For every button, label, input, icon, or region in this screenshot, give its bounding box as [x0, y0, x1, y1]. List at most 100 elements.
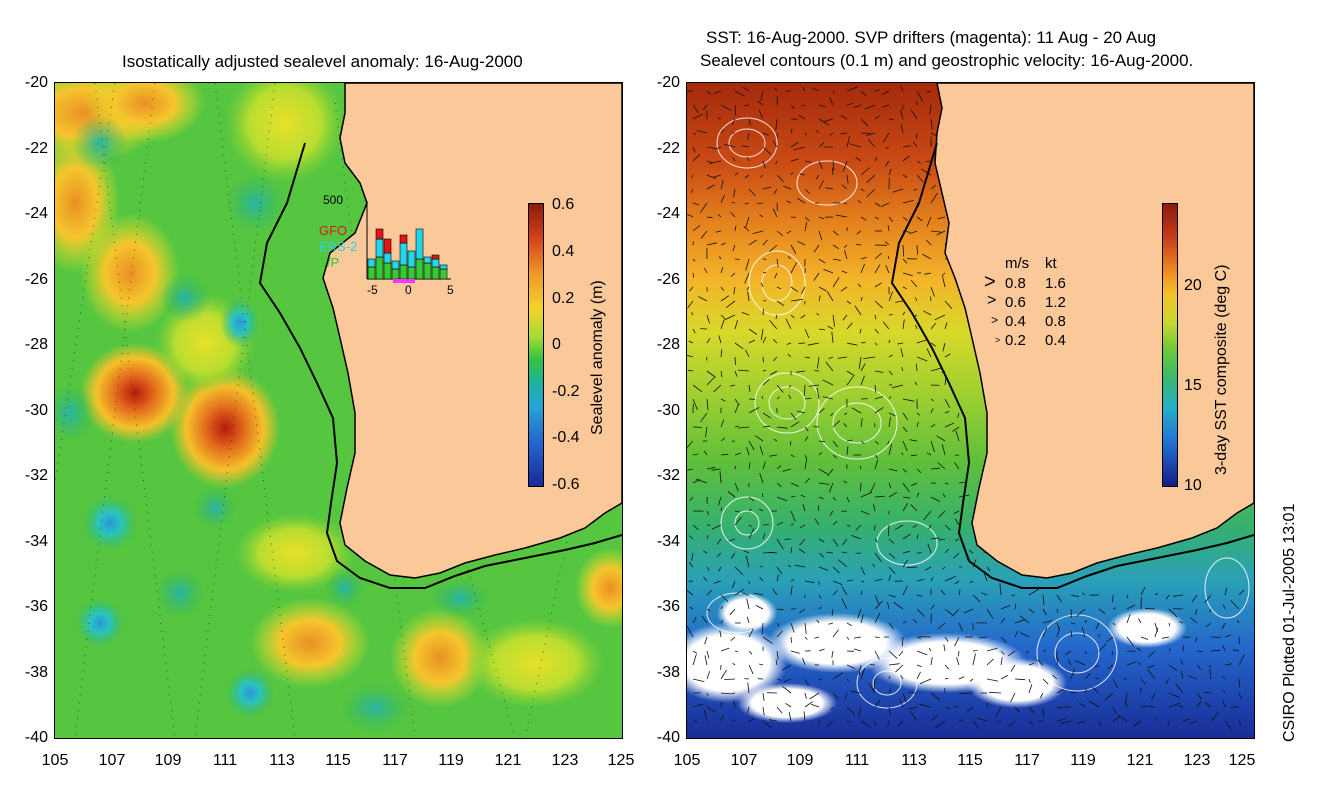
velocity-arrow — [1056, 657, 1059, 666]
velocity-arrow — [1221, 622, 1226, 630]
velocity-arrow — [892, 188, 904, 193]
velocity-arrow — [874, 538, 879, 543]
histogram-bar — [375, 228, 384, 240]
velocity-arrow — [874, 406, 884, 414]
velocity-arrow — [888, 396, 892, 400]
velocity-arrow — [1238, 636, 1240, 645]
velocity-arrow — [887, 440, 890, 445]
velocity-arrow — [734, 465, 737, 470]
sealevel-anomaly-map[interactable]: 500 GFO ERS-2 T/P -5 0 5 0.6 0.4 0.2 0 -… — [54, 82, 623, 739]
velocity-arrow — [1238, 692, 1242, 699]
velocity-arrow — [827, 468, 834, 477]
velocity-arrow — [692, 524, 699, 530]
velocity-arrow — [1196, 650, 1203, 652]
velocity-arrow — [859, 328, 862, 334]
velocity-arrow — [910, 280, 918, 288]
velocity-arrow — [969, 678, 974, 682]
australia-landmass[interactable] — [322, 83, 622, 579]
velocity-arrow — [711, 468, 722, 471]
histogram-bar — [367, 258, 376, 268]
velocity-arrow — [829, 482, 834, 493]
velocity-arrow — [746, 447, 750, 456]
credit-text: CSIRO Plotted 01-Jul-2005 13:01 — [1281, 503, 1298, 742]
velocity-arrow — [746, 616, 750, 624]
velocity-arrow — [774, 87, 778, 92]
velocity-arrow — [902, 155, 910, 162]
velocity-arrow — [957, 412, 960, 418]
velocity-arrow — [776, 678, 782, 681]
x-axis-tick: 123 — [1183, 752, 1211, 769]
velocity-arrow — [748, 118, 751, 126]
velocity-arrow — [888, 314, 893, 316]
velocity-arrow — [832, 314, 835, 327]
velocity-arrow — [790, 262, 797, 274]
sst-map[interactable]: m/s kt > 0.8 1.6 > 0.6 1.2 > 0.4 0.8 > 0… — [686, 82, 1255, 739]
velocity-arrow — [1190, 617, 1198, 624]
histogram-ymax-label: 500 — [323, 193, 344, 207]
velocity-arrow — [846, 524, 851, 527]
velocity-arrow — [753, 592, 764, 596]
velocity-arrow — [804, 454, 807, 459]
velocity-arrow — [744, 202, 750, 205]
velocity-arrow — [930, 398, 934, 402]
velocity-arrow — [731, 552, 736, 559]
velocity-arrow — [966, 706, 974, 712]
velocity-arrow — [860, 580, 865, 583]
velocity-arrow — [1140, 587, 1146, 596]
velocity-arrow — [706, 242, 718, 246]
velocity-arrow — [769, 244, 778, 253]
observation-histogram: 500 GFO ERS-2 T/P -5 0 5 — [311, 193, 461, 297]
velocity-arrow — [919, 678, 932, 684]
velocity-arrow — [860, 590, 863, 596]
histogram-bar — [423, 262, 432, 280]
velocity-arrow — [828, 96, 834, 106]
histogram-svg — [366, 201, 451, 283]
velocity-arrow — [1126, 614, 1131, 624]
continental-shelf-line — [258, 142, 622, 589]
velocity-arrow — [860, 566, 866, 575]
x-axis-tick: 111 — [844, 752, 870, 769]
velocity-legend-kt: 0.4 — [1045, 332, 1066, 349]
velocity-arrow — [1180, 658, 1184, 666]
velocity-arrow — [748, 528, 755, 540]
velocity-arrow — [1168, 664, 1178, 671]
velocity-arrow — [816, 619, 820, 624]
velocity-arrow — [923, 510, 932, 521]
velocity-arrow — [762, 186, 772, 190]
y-axis-tick: -30 — [656, 402, 680, 419]
velocity-arrow — [901, 452, 904, 456]
velocity-arrow — [866, 188, 876, 198]
velocity-arrow — [1168, 608, 1178, 618]
velocity-arrow — [954, 580, 960, 585]
australia-landmass[interactable] — [934, 83, 1254, 579]
velocity-arrow — [720, 419, 725, 428]
x-axis-tick: 107 — [98, 752, 126, 769]
velocity-arrow — [936, 230, 946, 236]
velocity-arrow — [1238, 589, 1245, 596]
velocity-arrow — [783, 678, 792, 683]
velocity-arrow — [773, 438, 778, 442]
velocity-arrow — [1042, 627, 1048, 638]
velocity-arrow — [1095, 622, 1100, 630]
velocity-arrow — [696, 130, 708, 134]
cloud-masks — [687, 593, 1187, 723]
velocity-arrow — [787, 256, 792, 260]
velocity-arrow — [748, 509, 752, 512]
velocity-arrow — [762, 369, 767, 372]
velocity-arrow — [916, 363, 918, 372]
velocity-arrow — [1065, 650, 1072, 655]
velocity-arrow — [734, 425, 739, 428]
velocity-arrow — [1094, 664, 1100, 668]
velocity-arrow — [803, 711, 806, 722]
velocity-arrow — [930, 367, 942, 372]
velocity-arrow — [916, 356, 928, 362]
velocity-arrow — [874, 454, 879, 459]
velocity-arrow — [844, 412, 848, 415]
velocity-arrow — [854, 305, 862, 316]
velocity-arrow — [936, 435, 946, 442]
velocity-arrow — [870, 664, 876, 666]
velocity-arrow — [874, 328, 879, 334]
velocity-arrow — [790, 585, 793, 596]
velocity-arrow — [914, 297, 918, 302]
x-axis-tick: 125 — [1228, 752, 1256, 769]
